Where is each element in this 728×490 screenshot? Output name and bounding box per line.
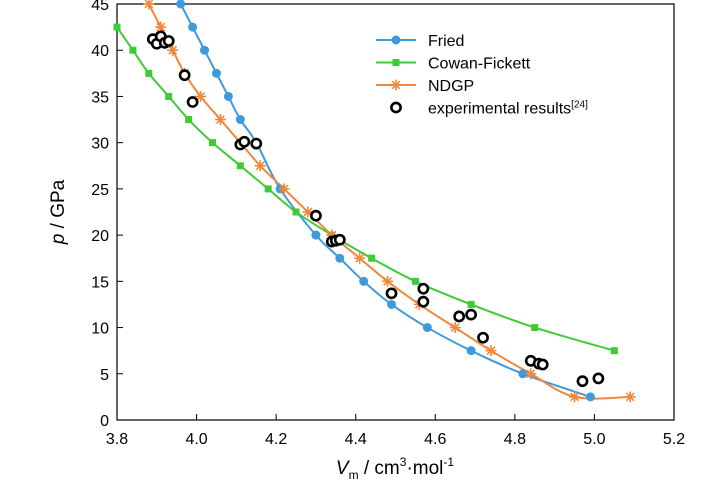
ndgp-point [569, 391, 581, 403]
y-tick-label: 10 [91, 321, 109, 338]
y-tick-label: 5 [100, 367, 109, 384]
cowan-fickett-point [292, 208, 300, 216]
cowan-fickett-point [208, 139, 216, 147]
experimental-results-point [310, 209, 322, 222]
fried-point [188, 22, 198, 32]
ndgp-point [254, 160, 266, 172]
y-tick-label: 25 [91, 182, 109, 199]
cowan-fickett-point [610, 347, 618, 355]
legend: Fried Cowan-Fickett NDGP experimental resul… [376, 33, 588, 118]
ndgp-point [485, 345, 497, 357]
legend-cowan-fickett-marker [392, 59, 400, 66]
experimental-results-point [576, 375, 589, 388]
x-tick-label: 5.2 [663, 431, 685, 448]
fried-point [235, 115, 245, 125]
experimental-results-point [417, 295, 430, 308]
fried-line [179, 4, 591, 398]
y-tick-label: 30 [91, 136, 109, 153]
legend-fried-marker [391, 35, 401, 45]
ndgp-point [449, 322, 461, 334]
legend-ndgp-label: NDGP [428, 78, 474, 95]
y-tick-label: 35 [91, 89, 109, 106]
x-tick-label: 4.0 [185, 431, 207, 448]
legend-experimental-results-marker [390, 101, 402, 114]
experimental-results-point [477, 331, 489, 344]
y-tick-label: 0 [100, 413, 109, 430]
axis-ticks: 3.8 4.0 4.2 4.4 4.6 4.8 5.0 5.2 0 5 10 15 20 25 30 35 40… [91, 0, 685, 448]
experimental-results-point [162, 35, 175, 47]
ndgp-point [354, 252, 366, 264]
x-tick-label: 4.8 [504, 431, 526, 448]
cowan-fickett-point [165, 92, 173, 100]
x-axis-title: Vm / cm3·mol-1 [336, 455, 454, 482]
fried-point [466, 346, 476, 356]
cowan-fickett-point [531, 324, 539, 332]
legend-ndgp-marker [390, 79, 402, 91]
x-tick-label: 3.8 [106, 431, 128, 448]
cowan-fickett-point [264, 185, 272, 193]
x-tick-label: 4.6 [424, 431, 446, 448]
experimental-results-point [536, 358, 549, 371]
fried-point [359, 276, 369, 286]
cowan-fickett-point [185, 116, 193, 124]
x-tick-label: 5.0 [583, 431, 605, 448]
ndgp-point [624, 391, 636, 403]
experimental-results-point [333, 233, 346, 246]
experimental-results-point [186, 96, 199, 108]
fried-point [311, 230, 321, 240]
cowan-fickett-point [467, 300, 475, 308]
x-tick-label: 4.2 [265, 431, 287, 448]
legend-experimental-results-label: experimental results[24] [428, 100, 588, 118]
y-tick-label: 20 [91, 228, 109, 245]
fried-point [387, 299, 397, 309]
y-axis-title: p / GPa [48, 179, 69, 245]
fried-point [176, 0, 186, 9]
fried-point [422, 323, 432, 333]
x-tick-label: 4.4 [345, 431, 367, 448]
ndgp-point [214, 114, 226, 126]
cowan-fickett-point [411, 277, 419, 285]
ndgp-point [195, 90, 207, 102]
experimental-results-point [453, 310, 466, 323]
experimental-results-point [178, 69, 191, 82]
cowan-fickett-point [145, 69, 153, 77]
legend-fried-label: Fried [428, 33, 464, 50]
legend-cowan-fickett-label: Cowan-Fickett [428, 56, 531, 73]
series-markers [113, 0, 636, 403]
experimental-results-point [465, 308, 477, 321]
y-tick-label: 45 [91, 0, 109, 14]
experimental-results-point [385, 287, 398, 300]
experimental-results-point [417, 282, 430, 295]
ndgp-point [382, 275, 394, 287]
fried-point [335, 253, 345, 263]
fried-point [585, 392, 595, 402]
ndgp-point [143, 0, 155, 10]
fried-point [223, 91, 233, 101]
series-lines [117, 4, 631, 400]
fried-point [200, 45, 210, 55]
cowan-fickett-point [236, 162, 244, 170]
cowan-fickett-point [368, 254, 376, 262]
plot-frame [116, 3, 675, 421]
cowan-fickett-point [113, 23, 121, 31]
y-tick-label: 15 [91, 274, 109, 291]
cowan-fickett-point [129, 46, 137, 54]
cowan-fickett-line [117, 26, 615, 352]
ndgp-point [278, 183, 290, 195]
experimental-results-point [238, 135, 251, 148]
fried-point [211, 68, 221, 78]
y-tick-label: 40 [91, 43, 109, 60]
experimental-results-point [250, 137, 263, 150]
experimental-results-point [592, 372, 605, 385]
ndgp-point [525, 368, 537, 380]
ndgp-point [167, 44, 179, 56]
